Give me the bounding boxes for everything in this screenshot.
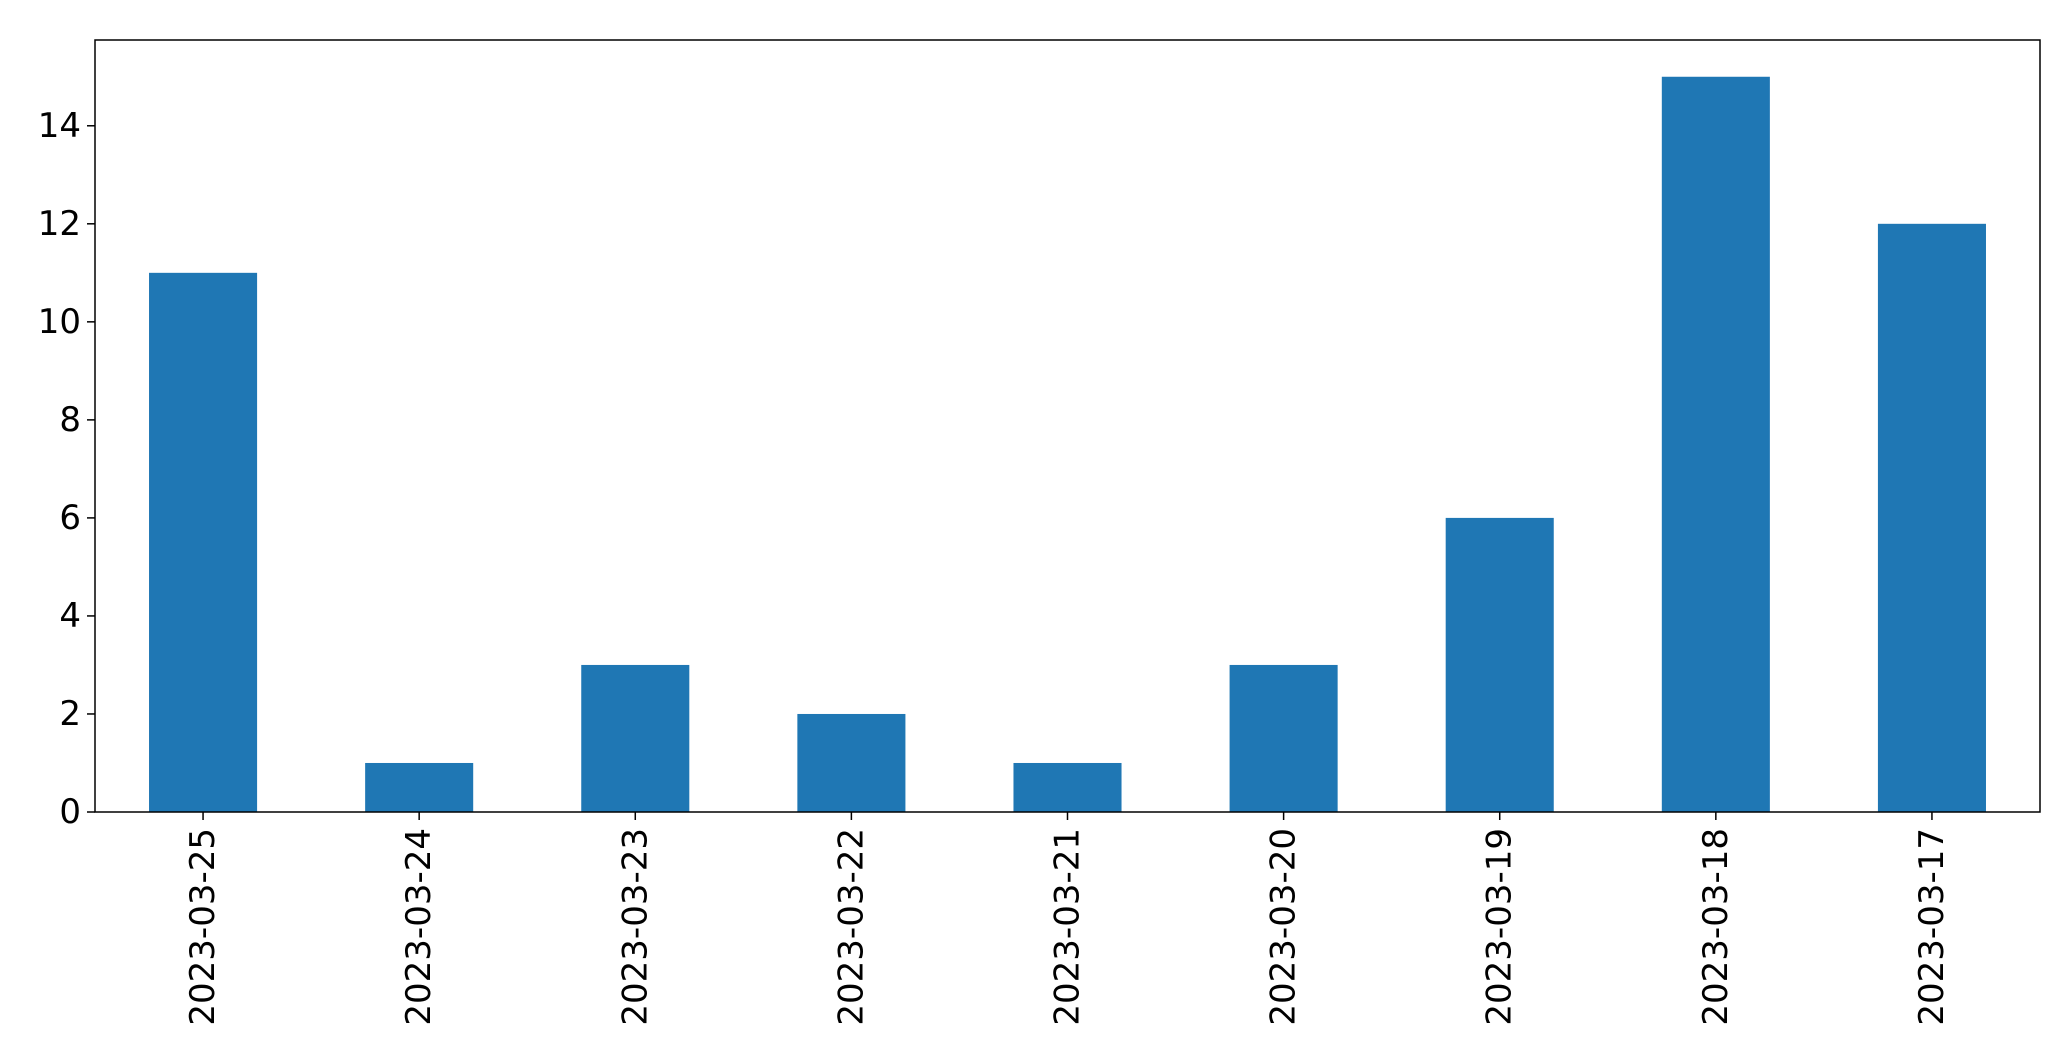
y-tick-label: 6 (59, 498, 81, 538)
bars-group (149, 76, 1986, 813)
x-tick-label: 2023-03-23 (615, 828, 655, 1026)
y-tick-label: 14 (38, 106, 81, 146)
y-tick-label: 10 (38, 302, 81, 342)
bar (581, 664, 690, 812)
bar (365, 762, 474, 812)
bar (149, 272, 258, 813)
plot-frame (94, 39, 2041, 813)
x-tick-label: 2023-03-18 (1696, 828, 1736, 1026)
bar (1661, 76, 1770, 812)
y-tick-label: 0 (59, 792, 81, 832)
x-tick-label: 2023-03-25 (183, 828, 223, 1026)
x-tick-label: 2023-03-17 (1912, 828, 1952, 1026)
x-tick-label: 2023-03-21 (1048, 828, 1088, 1026)
bar (1445, 517, 1554, 812)
bar (1229, 664, 1338, 812)
bar (797, 713, 906, 812)
x-tick-label: 2023-03-22 (831, 828, 871, 1026)
y-axis: 0 2 4 6 8 10 12 14 (38, 106, 95, 832)
y-tick-label: 8 (59, 400, 81, 440)
bar (1877, 223, 1986, 812)
y-tick-label: 12 (38, 204, 81, 244)
x-tick-label: 2023-03-19 (1480, 828, 1520, 1026)
y-tick-label: 2 (59, 694, 81, 734)
x-axis: 2023-03-25 2023-03-24 2023-03-23 2023-03-22… (183, 812, 1952, 1026)
x-tick-label: 2023-03-24 (399, 828, 439, 1026)
bar (1013, 762, 1122, 812)
x-tick-label: 2023-03-20 (1264, 828, 1304, 1026)
y-tick-label: 4 (59, 596, 81, 636)
